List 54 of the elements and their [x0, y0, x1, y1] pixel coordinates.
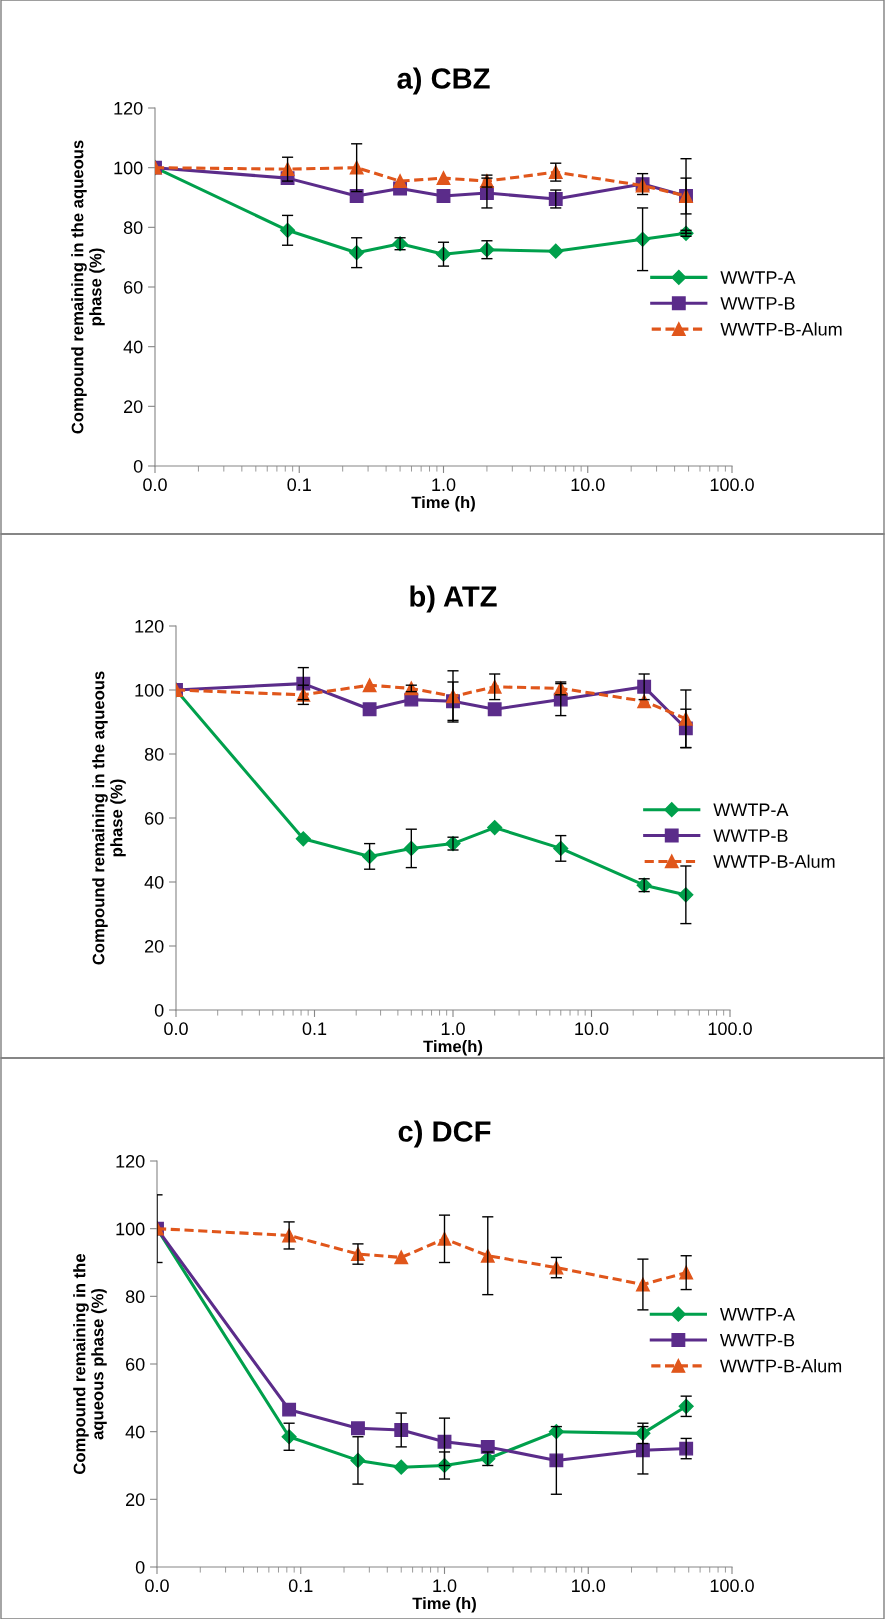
y-tick-label: 80 [144, 747, 164, 761]
y-tick-label: 40 [144, 875, 164, 889]
x-tick-label: 1.0 [433, 1579, 457, 1593]
y-tick-label: 100 [116, 1222, 145, 1236]
x-tick-label: 1.0 [432, 478, 456, 492]
legend-label: WWTP-A [719, 1308, 796, 1321]
y-tick-label: 20 [126, 1493, 145, 1507]
x-tick-label: 0.0 [145, 1579, 169, 1593]
chart-title: c) DCF [398, 1120, 491, 1148]
x-tick-label: 100.0 [708, 1022, 752, 1036]
x-tick-label: 0.1 [287, 478, 311, 492]
y-tick-label: 40 [123, 340, 143, 354]
y-tick-label: 120 [135, 619, 164, 633]
legend-label: WWTP-B [720, 297, 795, 310]
x-tick-label: 10.0 [571, 478, 605, 492]
x-tick-label: 10.0 [572, 1579, 606, 1593]
x-axis-title: Time (h) [412, 1597, 476, 1613]
y-tick-label: 100 [135, 683, 164, 697]
legend-label: WWTP-B-Alum [720, 322, 842, 336]
y-tick-label: 80 [123, 221, 143, 235]
chart-title: b) ATZ [410, 585, 497, 613]
y-axis-title: Compound remaining in the aqueous phase (%) [71, 140, 105, 434]
y-tick-label: 60 [145, 811, 164, 825]
y-tick-label: 0 [135, 1560, 145, 1574]
y-tick-label: 0 [154, 1003, 164, 1017]
y-tick-label: 120 [116, 1154, 145, 1168]
x-tick-label: 100.0 [710, 1579, 754, 1593]
x-tick-label: 1.0 [441, 1022, 465, 1036]
x-tick-label: 0.1 [302, 1022, 327, 1036]
legend-label: WWTP-B-Alum [713, 854, 835, 868]
x-tick-label: 0.1 [288, 1579, 313, 1593]
y-tick-label: 20 [145, 939, 164, 953]
y-tick-label: 80 [125, 1290, 145, 1304]
x-axis-title: Time(h) [423, 1040, 483, 1056]
legend-label: WWTP-A [720, 271, 796, 284]
x-axis-title: Time (h) [411, 496, 475, 512]
x-tick-label: 10.0 [575, 1022, 609, 1036]
x-tick-label: 0.0 [164, 1022, 188, 1036]
y-axis-title: Compound remaining in the aqueous phase (%) [73, 1253, 107, 1474]
legend-label: WWTP-A [713, 803, 789, 817]
y-tick-label: 60 [126, 1357, 145, 1371]
legend-label: WWTP-B-Alum [719, 1359, 842, 1373]
y-tick-label: 100 [114, 161, 143, 175]
y-tick-label: 120 [114, 101, 143, 115]
y-tick-label: 20 [124, 400, 143, 414]
chart-title: a) CBZ [397, 67, 490, 95]
y-tick-label: 0 [133, 459, 143, 473]
x-tick-label: 100.0 [710, 478, 754, 492]
legend-label: WWTP-B [713, 829, 788, 842]
y-tick-label: 60 [124, 280, 143, 294]
legend-label: WWTP-B [719, 1333, 795, 1347]
x-tick-label: 0.0 [143, 478, 167, 492]
y-tick-label: 40 [125, 1425, 145, 1439]
y-axis-title: Compound remaining in the aqueous phase (%) [92, 671, 126, 965]
